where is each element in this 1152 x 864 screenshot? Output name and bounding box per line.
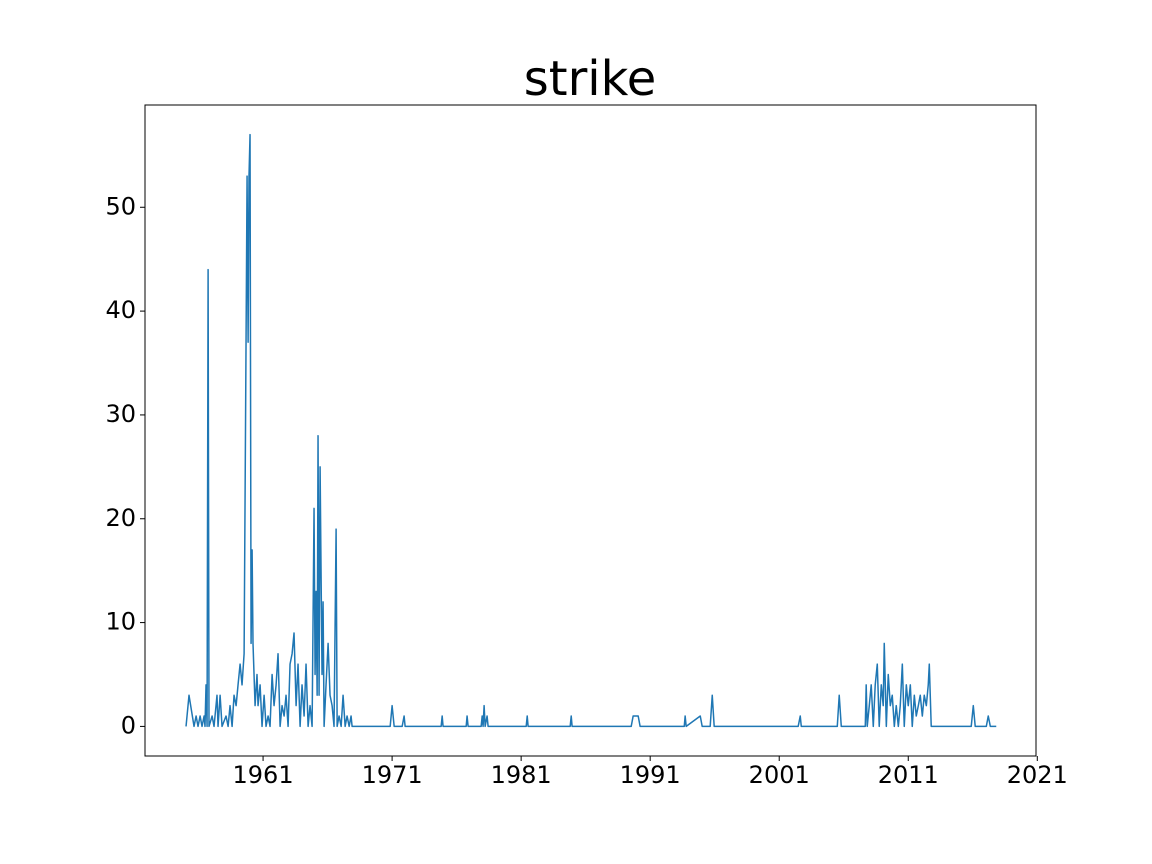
x-tick-label: 2001 <box>749 761 810 789</box>
y-tick-label: 10 <box>105 608 136 636</box>
x-tick-label: 2021 <box>1007 761 1068 789</box>
x-tick-label: 1961 <box>233 761 294 789</box>
plot-frame <box>144 104 1037 757</box>
chart-title: strike <box>524 51 657 107</box>
x-tick-label: 2011 <box>878 761 939 789</box>
y-tick-label: 20 <box>105 504 136 532</box>
y-tick-label: 30 <box>105 400 136 428</box>
x-tick-label: 1971 <box>362 761 423 789</box>
data-line <box>185 133 997 728</box>
y-tick-label: 40 <box>105 296 136 324</box>
y-tick-label: 50 <box>105 192 136 220</box>
x-tick-label: 1981 <box>491 761 552 789</box>
x-tick-label: 1991 <box>620 761 681 789</box>
y-tick-label: 0 <box>121 711 136 739</box>
